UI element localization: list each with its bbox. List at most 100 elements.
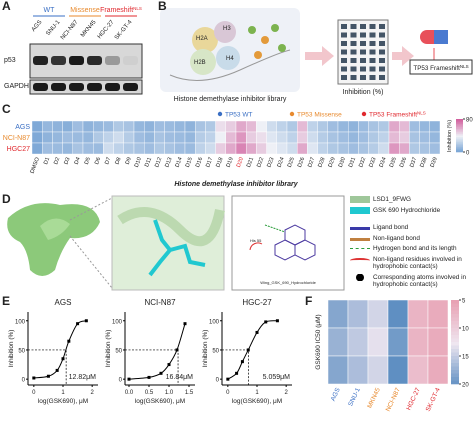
heat-cell xyxy=(399,142,410,155)
colorbar-step xyxy=(451,356,459,360)
colorbar-step xyxy=(456,122,463,125)
panel-label: D xyxy=(2,192,11,206)
well xyxy=(369,24,376,29)
heat-cell xyxy=(358,120,369,133)
ic50-label: 5.059μM xyxy=(263,374,291,381)
data-point xyxy=(67,339,71,343)
heat-cell xyxy=(327,131,339,144)
heat-cell xyxy=(409,142,420,155)
well xyxy=(360,75,366,80)
docking-legend-item: GSK 690 Hydrochloride xyxy=(350,206,472,215)
well xyxy=(369,66,376,72)
heat-cell xyxy=(399,131,410,144)
heat-cell xyxy=(113,131,124,144)
column-label: D18 xyxy=(215,157,224,169)
panel-label: F xyxy=(305,294,312,308)
heat-cell xyxy=(103,120,114,133)
well xyxy=(341,41,347,46)
data-point xyxy=(55,368,59,372)
heat-cell xyxy=(286,142,298,155)
x-axis-label: Histone demethylase inhibitor library xyxy=(174,181,298,188)
colorbar-step xyxy=(451,349,459,353)
heat-cell xyxy=(407,299,429,329)
heat-cell xyxy=(387,299,409,329)
heat-cell xyxy=(154,131,165,144)
well xyxy=(341,66,347,72)
heat-cell xyxy=(174,120,186,133)
heat-cell xyxy=(378,131,390,144)
heat-cell xyxy=(133,142,145,155)
plot-title: AGS xyxy=(55,298,72,307)
legend-label: TP53 Missense xyxy=(297,112,342,119)
x-tick-label: 1 xyxy=(255,390,259,396)
heat-cell xyxy=(235,120,247,133)
data-point xyxy=(159,371,163,375)
colorbar-step xyxy=(456,148,463,151)
legend-key xyxy=(350,206,370,214)
legend-text: GSK 690 Hydrochloride xyxy=(373,206,441,214)
well xyxy=(341,24,347,29)
colorbar-step xyxy=(456,142,463,145)
legend-text: Corresponding atoms involved in hydropho… xyxy=(373,273,467,289)
well xyxy=(350,58,357,63)
cell-line-label: SK-GT-4 xyxy=(114,19,134,41)
cell-line-label: NCI-N87 xyxy=(60,19,80,41)
heat-cell xyxy=(348,120,359,133)
colorbar-step xyxy=(451,380,459,385)
heat-cell xyxy=(123,131,135,144)
colorbar-tick-label: 10 xyxy=(462,327,469,333)
heat-cell xyxy=(215,120,227,133)
colorbar-step xyxy=(451,307,459,311)
heat-cell xyxy=(154,142,165,155)
well xyxy=(369,58,376,63)
well xyxy=(369,41,376,46)
column-label: D39 xyxy=(430,157,439,169)
well xyxy=(341,58,347,63)
fit-curve xyxy=(227,320,278,380)
legend-label-main: TP53 Frameshift xyxy=(369,112,417,119)
heat-cell xyxy=(194,131,206,144)
well xyxy=(379,58,385,63)
heat-cell xyxy=(215,131,227,144)
column-label: D14 xyxy=(175,157,184,169)
heat-cell xyxy=(368,131,380,144)
data-point xyxy=(61,357,65,361)
heat-cell xyxy=(82,120,94,133)
p53-band xyxy=(105,56,120,65)
target-label: TP53 FrameshiftNLS xyxy=(413,64,468,73)
column-label: D5 xyxy=(84,157,92,166)
heat-cell xyxy=(388,131,400,144)
y-tick-label: 0 xyxy=(119,378,123,384)
legend-text: Non-ligand bond xyxy=(373,234,420,242)
colorbar-step xyxy=(451,314,459,318)
column-label: D9 xyxy=(125,157,133,166)
colorbar-step xyxy=(451,373,459,378)
column-label: D3 xyxy=(63,157,71,166)
colorbar-step xyxy=(456,127,463,130)
heat-cell xyxy=(368,142,380,155)
colorbar-step xyxy=(451,345,459,350)
p53-band xyxy=(51,56,66,65)
y-tick-label: 0 xyxy=(216,378,220,384)
column-label: D27 xyxy=(307,157,316,169)
heat-cell xyxy=(235,142,247,155)
heat-cell xyxy=(327,142,339,155)
colorbar-step xyxy=(451,324,459,329)
colorbar-step xyxy=(456,130,463,133)
heat-cell xyxy=(31,131,43,144)
y-tick-label: 0 xyxy=(22,378,26,384)
y-axis-label: GSK690 IC50 (μM) xyxy=(315,314,322,369)
blot-row-label: p53 xyxy=(4,57,16,64)
column-label: D2 xyxy=(53,157,61,166)
column-label: HGC-27 xyxy=(405,387,422,412)
cell-line-label: MKN45 xyxy=(80,19,98,39)
heat-cell xyxy=(62,142,73,155)
column-label: D38 xyxy=(419,157,428,169)
protein-structure xyxy=(7,195,345,291)
data-point xyxy=(255,330,259,334)
data-point xyxy=(264,320,268,324)
heat-cell xyxy=(266,120,278,133)
heat-cell xyxy=(113,142,124,155)
heat-cell xyxy=(388,120,400,133)
row-label: HGC27 xyxy=(7,146,30,153)
